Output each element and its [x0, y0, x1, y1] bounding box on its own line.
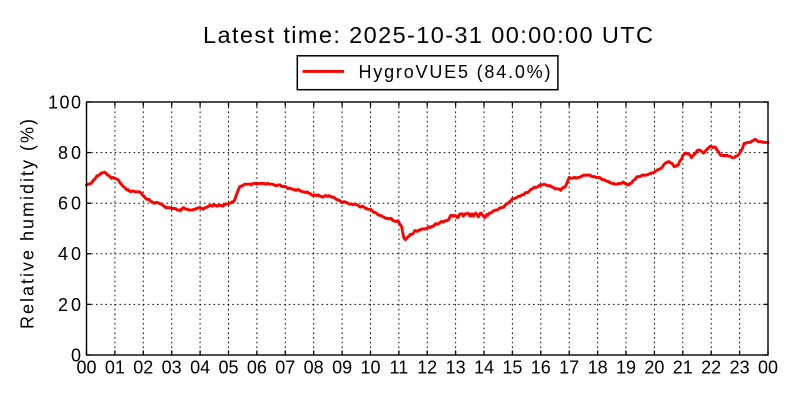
svg-text:02: 02 [133, 358, 153, 378]
svg-text:04: 04 [190, 358, 210, 378]
svg-text:00: 00 [76, 358, 96, 378]
svg-text:10: 10 [360, 358, 380, 378]
svg-text:09: 09 [332, 358, 352, 378]
svg-text:08: 08 [304, 358, 324, 378]
svg-text:22: 22 [701, 358, 721, 378]
svg-text:07: 07 [275, 358, 295, 378]
svg-text:06: 06 [247, 358, 267, 378]
svg-text:18: 18 [588, 358, 608, 378]
svg-text:12: 12 [417, 358, 437, 378]
svg-text:Latest time: 2025-10-31 00:00:: Latest time: 2025-10-31 00:00:00 UTC [203, 22, 653, 48]
svg-text:05: 05 [218, 358, 238, 378]
svg-text:01: 01 [105, 358, 125, 378]
svg-text:19: 19 [616, 358, 636, 378]
svg-text:100: 100 [48, 92, 81, 112]
svg-text:23: 23 [730, 358, 750, 378]
svg-text:13: 13 [446, 358, 466, 378]
svg-text:17: 17 [559, 358, 579, 378]
svg-text:14: 14 [474, 358, 494, 378]
svg-text:21: 21 [673, 358, 693, 378]
svg-text:11: 11 [390, 358, 409, 378]
svg-text:20: 20 [644, 358, 664, 378]
svg-text:16: 16 [531, 358, 551, 378]
svg-text:0: 0 [71, 345, 81, 365]
svg-text:HygroVUE5 (84.0%): HygroVUE5 (84.0%) [359, 62, 551, 82]
svg-text:00: 00 [758, 358, 778, 378]
svg-text:03: 03 [162, 358, 182, 378]
svg-text:15: 15 [502, 358, 522, 378]
svg-text:Relative humidity (%): Relative humidity (%) [18, 119, 38, 329]
